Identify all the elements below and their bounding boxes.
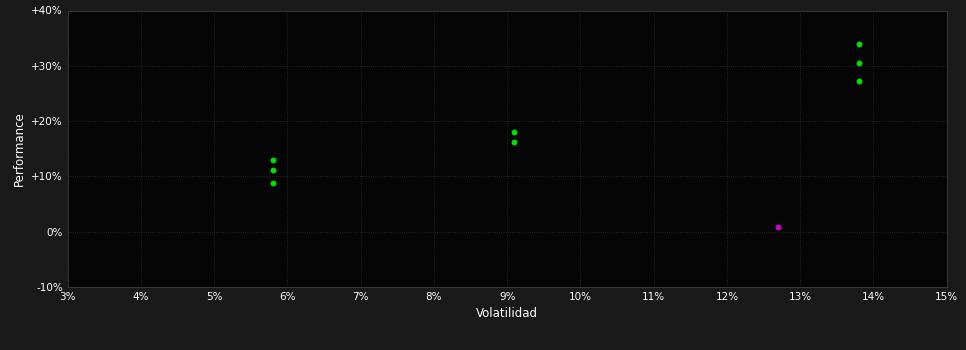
Point [851,41,867,47]
Point [507,139,523,144]
X-axis label: Volatilidad: Volatilidad [476,307,538,320]
Point [507,130,523,135]
Point [771,224,786,230]
Point [851,78,867,84]
Point [851,60,867,66]
Y-axis label: Performance: Performance [13,111,25,186]
Point [265,167,280,173]
Point [265,157,280,163]
Point [265,180,280,186]
